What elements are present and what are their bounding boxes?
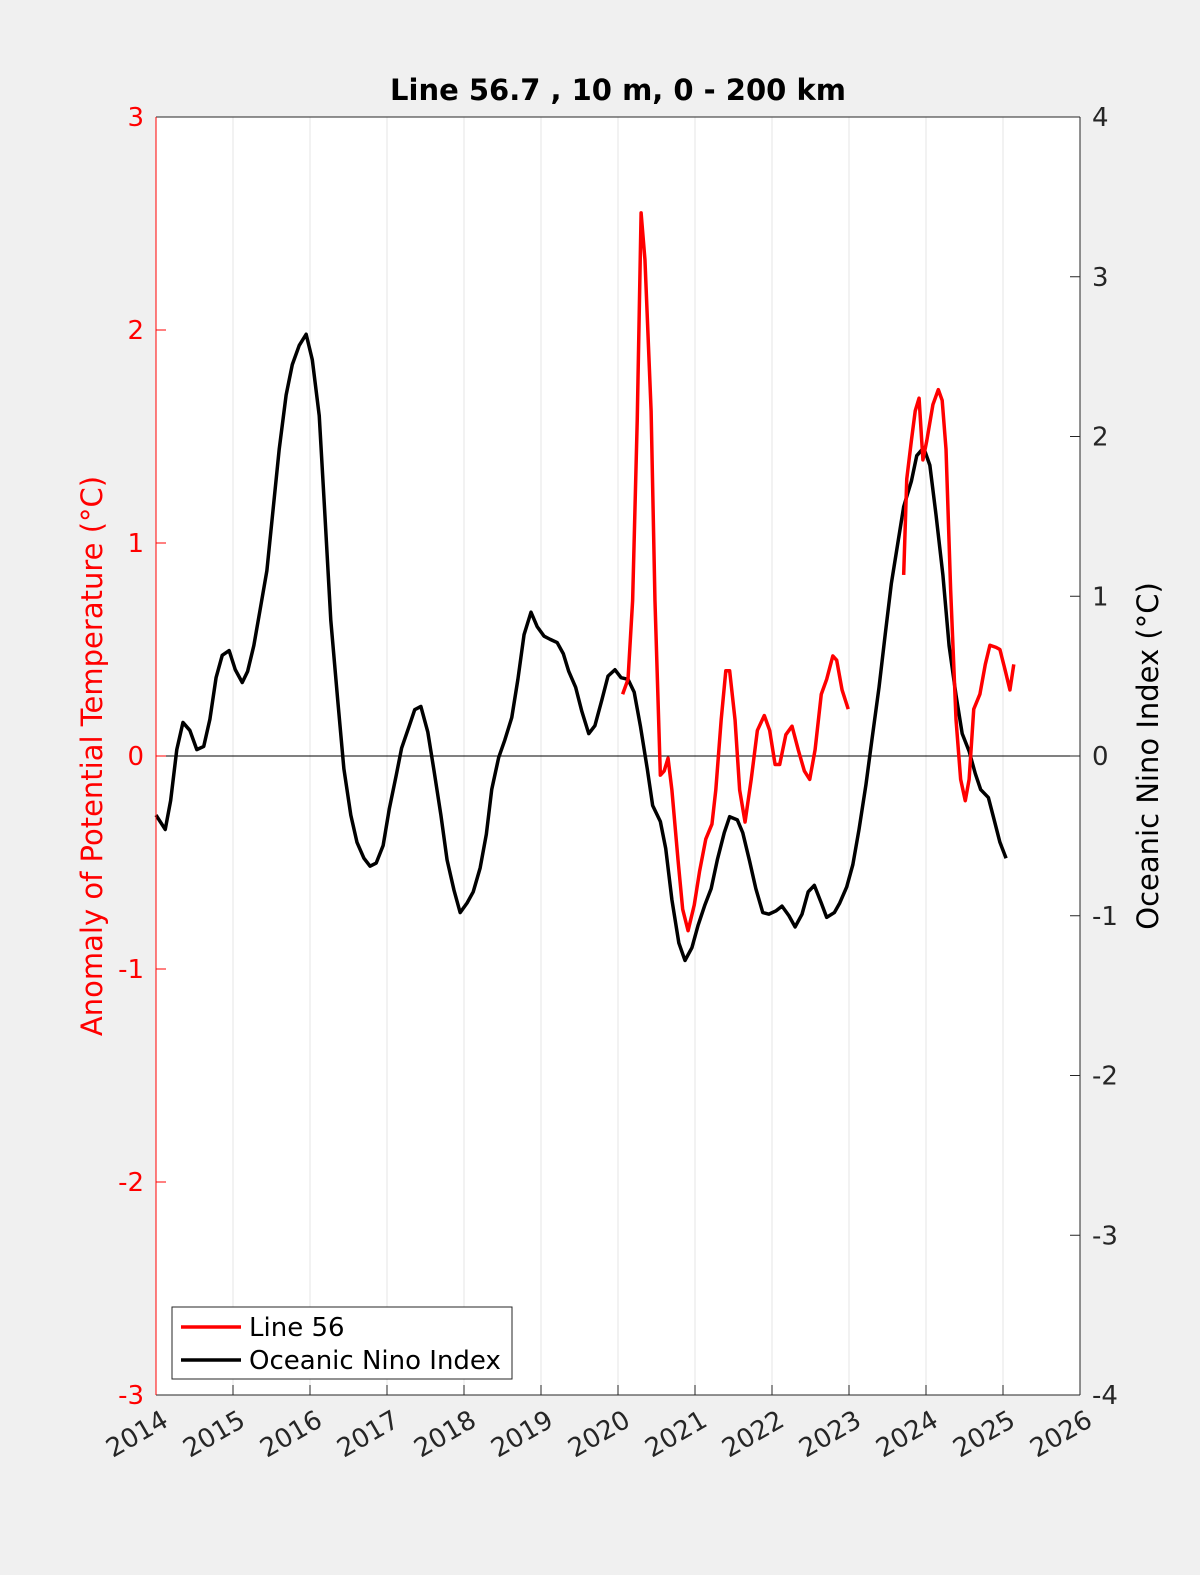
y2-tick-label: 4 bbox=[1092, 103, 1109, 133]
y2-tick-label: -1 bbox=[1092, 902, 1118, 932]
legend-label: Line 56 bbox=[249, 1313, 345, 1343]
y-tick-label: -2 bbox=[118, 1168, 144, 1198]
y2-tick-label: -3 bbox=[1092, 1221, 1118, 1251]
y2-tick-label: 2 bbox=[1092, 423, 1109, 453]
y2-tick-label: 0 bbox=[1092, 742, 1109, 772]
lines bbox=[154, 211, 1016, 963]
legend-box bbox=[171, 1306, 513, 1380]
y2-axis-label: Oceanic Nino Index (°C) bbox=[1131, 582, 1165, 930]
y-axis-label: Anomaly of Potential Temperature (°C) bbox=[75, 476, 109, 1036]
y2-tick-label: -2 bbox=[1092, 1062, 1118, 1092]
y-tick-label: -3 bbox=[118, 1381, 144, 1411]
x-tick-label: 2017 bbox=[332, 1405, 404, 1464]
y-tick-label: 3 bbox=[127, 103, 144, 133]
x-tick-label: 2024 bbox=[871, 1405, 943, 1464]
x-tick-label: 2022 bbox=[717, 1405, 789, 1464]
x-tick-label: 2025 bbox=[948, 1405, 1020, 1464]
x-tick-label: 2023 bbox=[794, 1405, 866, 1464]
y2-tick-label: 1 bbox=[1092, 582, 1109, 612]
y-tick-label: 1 bbox=[127, 529, 144, 559]
x-tick-label: 2014 bbox=[101, 1405, 173, 1464]
x-tick-label: 2020 bbox=[563, 1405, 635, 1464]
x-tick-label: 2015 bbox=[178, 1405, 250, 1464]
grid bbox=[155, 117, 1081, 1395]
legend-label: Oceanic Nino Index bbox=[249, 1346, 501, 1376]
x-tick-label: 2016 bbox=[255, 1405, 327, 1464]
x-tick-label: 2019 bbox=[486, 1405, 558, 1464]
y-tick-label: -1 bbox=[118, 955, 144, 985]
y-tick-label: 0 bbox=[127, 742, 144, 772]
x-tick-label: 2026 bbox=[1025, 1405, 1097, 1464]
series-line bbox=[620, 211, 1016, 933]
x-tick-label: 2021 bbox=[640, 1405, 712, 1464]
series-line bbox=[154, 332, 1008, 963]
chart-title: Line 56.7 , 10 m, 0 - 200 km bbox=[390, 73, 846, 107]
y-tick-label: 2 bbox=[127, 316, 144, 346]
y2-tick-label: 3 bbox=[1092, 263, 1109, 293]
x-tick-label: 2018 bbox=[409, 1405, 481, 1464]
y2-tick-label: -4 bbox=[1092, 1381, 1118, 1411]
